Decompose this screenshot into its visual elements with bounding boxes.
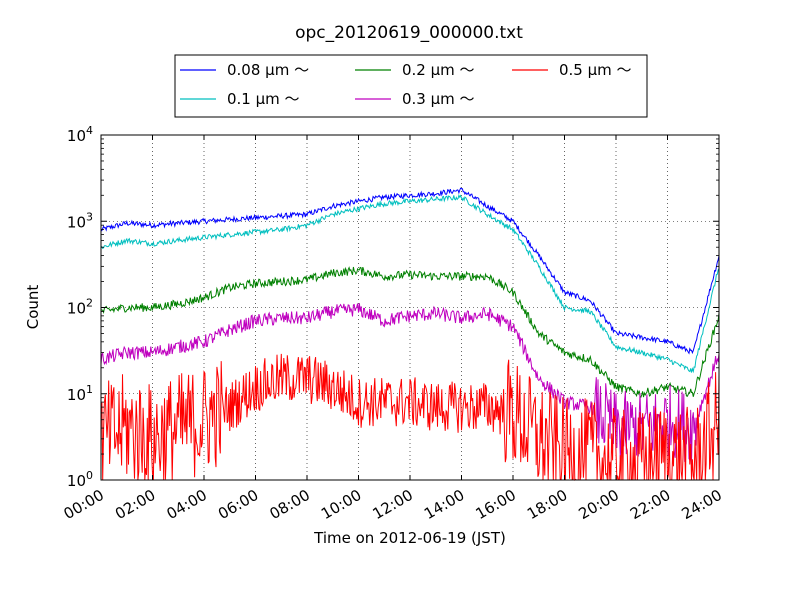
series-line — [100, 187, 720, 355]
plot-lines — [100, 187, 720, 481]
y-axis-ticks: 100 101 102 103 104 — [67, 124, 719, 490]
x-axis-label: Time on 2012-06-19 (JST) — [313, 529, 506, 547]
legend-label: 0.5 μm ～ — [559, 61, 632, 79]
series-line — [100, 353, 720, 481]
x-tick-label: 10:00 — [318, 486, 364, 523]
legend-label: 0.08 μm ～ — [227, 61, 309, 79]
legend-box — [174, 54, 648, 118]
x-tick-label: 12:00 — [370, 486, 416, 523]
series-line — [100, 303, 720, 465]
x-tick-label: 18:00 — [524, 486, 570, 523]
x-tick-label: 14:00 — [421, 486, 467, 523]
y-tick-label: 104 — [67, 124, 93, 145]
x-tick-label: 06:00 — [215, 486, 261, 523]
series-line — [100, 266, 720, 399]
x-tick-label: 22:00 — [627, 486, 673, 523]
x-tick-label: 24:00 — [679, 486, 725, 523]
legend-label: 0.2 μm ～ — [402, 61, 475, 79]
legend: 0.08 μm ～ 0.1 μm ～ 0.2 μm ～ 0.3 μm ～ 0.5 μm … — [174, 54, 648, 118]
y-tick-label: 101 — [67, 383, 93, 404]
y-tick-label: 103 — [67, 210, 93, 231]
x-tick-label: 00:00 — [61, 486, 107, 523]
x-tick-label: 08:00 — [267, 486, 313, 523]
y-axis-label: Count — [24, 285, 42, 330]
x-tick-label: 20:00 — [576, 486, 622, 523]
y-tick-label: 102 — [67, 297, 93, 318]
x-tick-label: 04:00 — [164, 486, 210, 523]
legend-label: 0.3 μm ～ — [402, 90, 475, 108]
x-tick-label: 02:00 — [112, 486, 158, 523]
legend-label: 0.1 μm ～ — [227, 90, 300, 108]
chart-title: opc_20120619_000000.txt — [295, 23, 523, 43]
x-tick-label: 16:00 — [473, 486, 519, 523]
y-tick-label: 100 — [67, 469, 93, 490]
series-line — [100, 193, 720, 374]
